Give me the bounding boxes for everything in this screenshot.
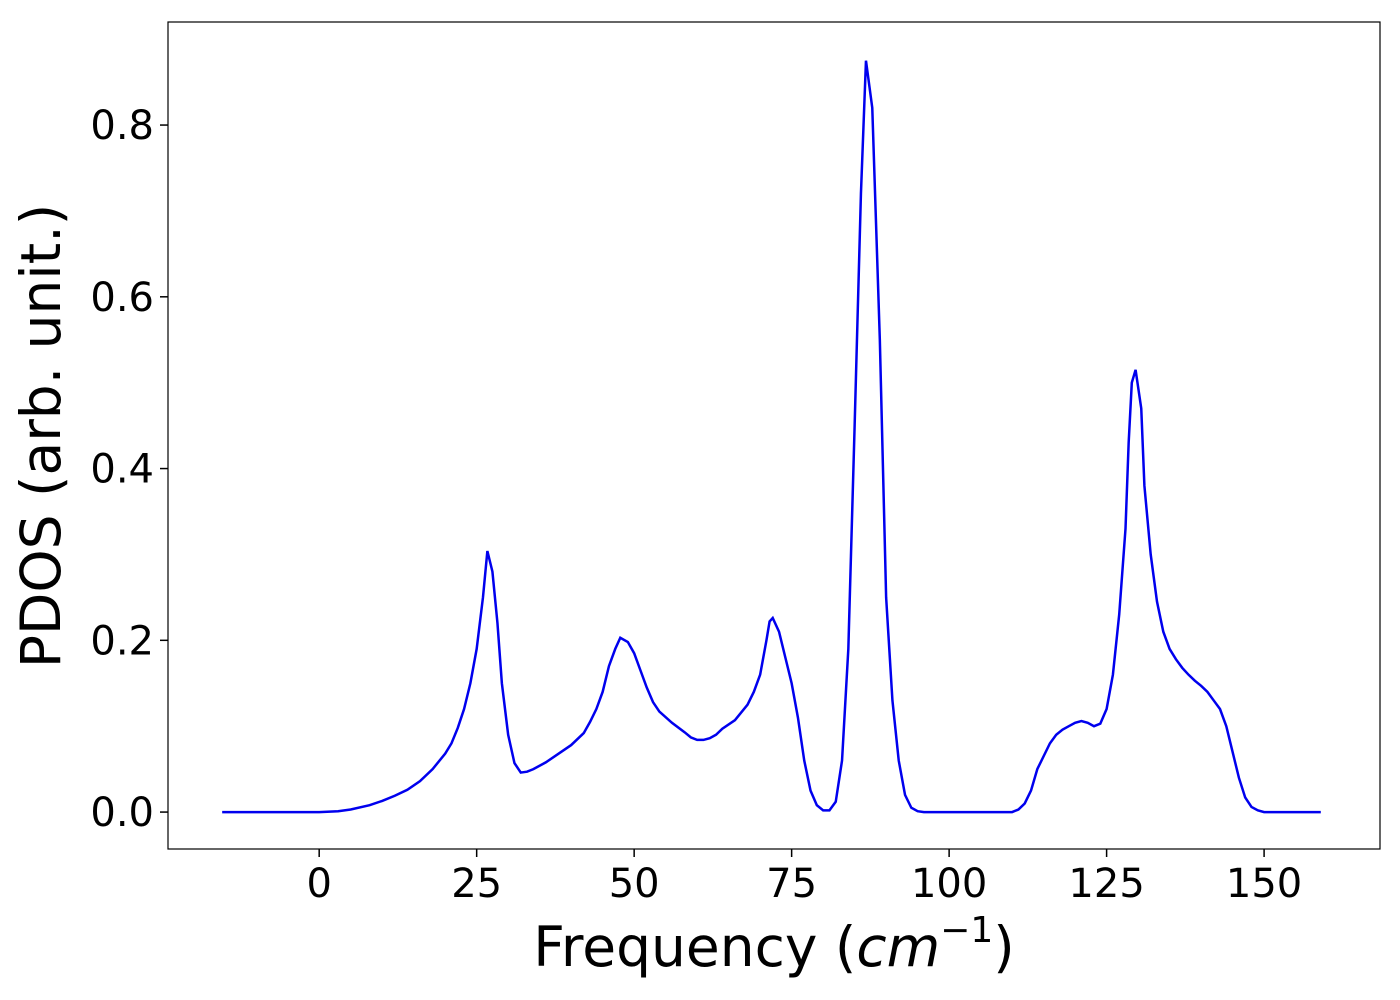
x-tick-label: 25 — [451, 861, 502, 907]
y-tick-label: 0.6 — [90, 275, 154, 321]
x-tick-label: 0 — [306, 861, 331, 907]
y-tick-label: 0.2 — [90, 618, 154, 664]
x-tick-label: 75 — [766, 861, 817, 907]
x-tick-label: 125 — [1068, 861, 1144, 907]
line — [222, 60, 1321, 814]
y-axis-label: PDOS (arb. unit.) — [9, 204, 73, 668]
y-tick-label: 0.4 — [90, 447, 154, 493]
x-axis-label: Frequency (cm−1) — [533, 910, 1014, 979]
x-tick-label: 50 — [609, 861, 660, 907]
y-tick-label: 0.0 — [90, 790, 154, 836]
x-tick-label: 150 — [1226, 861, 1302, 907]
x-tick-label: 100 — [911, 861, 987, 907]
plot-frame — [167, 21, 1381, 850]
y-tick-label: 0.8 — [90, 103, 154, 149]
